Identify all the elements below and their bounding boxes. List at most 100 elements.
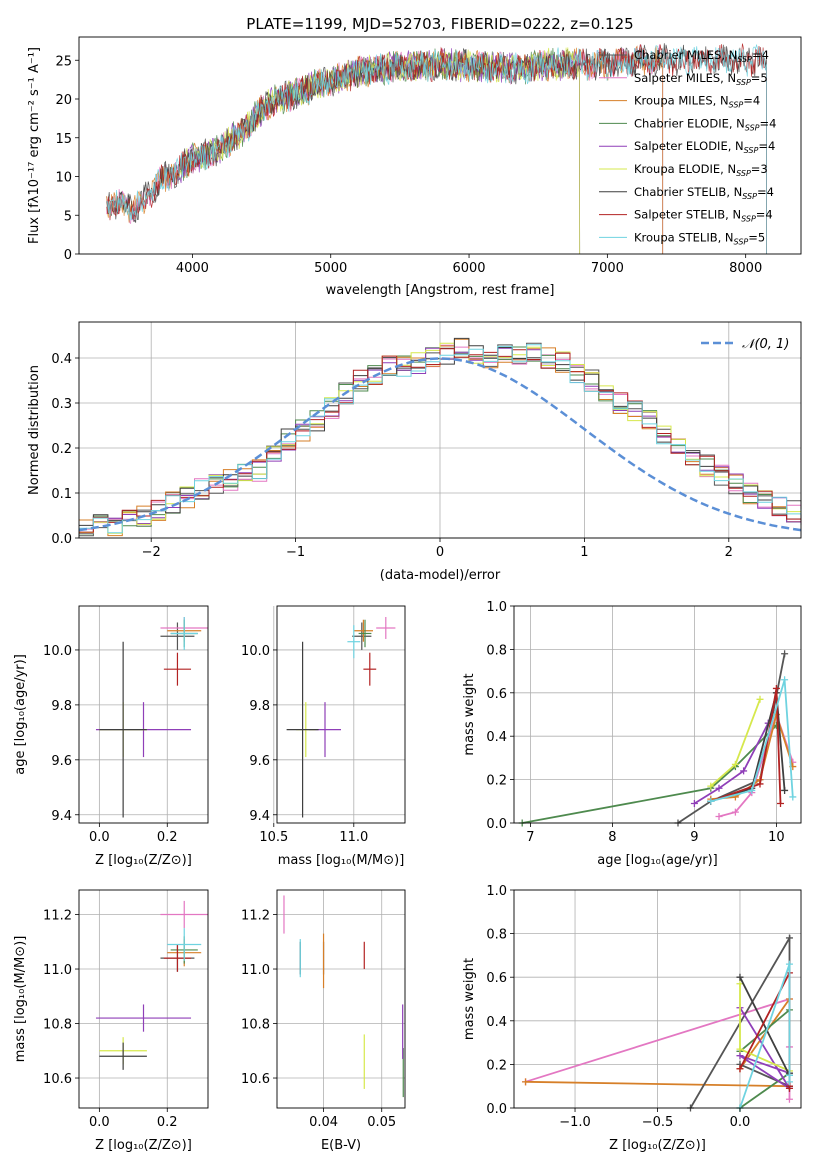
axes-frame: [78, 605, 209, 824]
weight-marker: [781, 786, 789, 794]
x-axis-label: Z [log₁₀(Z/Z⊙)]: [95, 853, 192, 868]
weight-marker: [756, 695, 764, 703]
y-tick-label: 0.0: [51, 532, 72, 547]
y-tick-label: 9.4: [249, 809, 270, 824]
y-axis-label: mass weight: [462, 958, 477, 1040]
x-tick-label: 0.0: [89, 1115, 110, 1130]
y-tick-label: 0.2: [486, 1058, 507, 1073]
x-tick-label: 2: [725, 545, 733, 560]
y-tick-label: 11.0: [241, 963, 270, 978]
y-tick-label: 0.0: [486, 817, 507, 832]
x-tick-label: 0.0: [89, 830, 110, 845]
y-axis-label: mass [log₁₀(M/M⊙)]: [13, 936, 28, 1063]
panel-age-vs-mass: 10.5 11.0 9.4 9.6 9.8 10.0 mass [log₁₀(M/M⊙)]: [241, 605, 406, 868]
weight-marker: [785, 1071, 793, 1079]
x-tick-label: 11.0: [339, 830, 368, 845]
weight-marker: [736, 1065, 744, 1073]
y-tick-label: 0.2: [486, 774, 507, 789]
y-tick-label: 0.4: [486, 1015, 507, 1030]
x-axis-label: mass [log₁₀(M/M⊙)]: [278, 853, 405, 868]
y-tick-label: 9.8: [249, 699, 270, 714]
y-tick-label: 10.8: [241, 1018, 270, 1033]
histogram-step: [79, 344, 802, 534]
weight-line: [693, 722, 769, 805]
legend-entry: Salpeter STELIB, NSSP=4: [634, 208, 773, 224]
panel-mass-vs-z: 0.0 0.2 10.6 10.8 11.0 11.2 Z [log₁₀(Z/Z⊙)] mas…: [13, 889, 209, 1153]
plot-area-residuals: [78, 337, 802, 537]
y-tick-label: 9.6: [249, 754, 270, 769]
weight-marker: [707, 782, 715, 790]
errorbar-point: [167, 928, 202, 961]
plot-area-spectrum: [106, 43, 767, 255]
y-tick-label: 9.8: [51, 699, 72, 714]
x-tick-label: 0.0: [730, 1115, 751, 1130]
x-tick-label: 6000: [452, 261, 485, 276]
plot-area-mass-vs-z: [95, 900, 208, 1070]
x-tick-label: 0.04: [309, 1115, 338, 1130]
y-tick-label: 0.6: [486, 687, 507, 702]
weight-marker: [781, 676, 789, 684]
weight-marker: [772, 684, 780, 692]
x-tick-label: 8: [608, 830, 616, 845]
axes-frame: [78, 36, 802, 255]
legend-entry: Chabrier ELODIE, NSSP=4: [634, 116, 776, 132]
x-tick-label: 4000: [176, 261, 209, 276]
y-tick-label: 11.0: [43, 963, 72, 978]
y-tick-label: 10.8: [43, 1018, 72, 1033]
x-tick-label: −2: [142, 545, 161, 560]
weight-line: [710, 698, 761, 787]
plot-area-weight-vs-age: [518, 650, 797, 827]
weight-marker: [777, 799, 784, 807]
legend-entry: Chabrier STELIB, NSSP=4: [634, 185, 774, 201]
errorbar-point: [99, 641, 147, 818]
y-axis-label: mass weight: [462, 673, 477, 755]
gaussian-curve: [78, 357, 802, 532]
weight-marker: [785, 1078, 793, 1086]
axes-frame: [276, 605, 406, 824]
y-tick-label: 1.0: [486, 884, 507, 899]
axes-frame: [276, 889, 406, 1109]
weight-marker: [781, 650, 789, 658]
y-tick-label: 5: [64, 209, 72, 224]
weight-marker: [736, 1052, 744, 1060]
errorbar-point: [160, 900, 208, 929]
y-tick-label: 0.6: [486, 971, 507, 986]
figure-title: PLATE=1199, MJD=52703, FIBERID=0222, z=0…: [246, 15, 633, 33]
legend-entry: Salpeter MILES, NSSP=5: [634, 71, 768, 87]
errorbar-point: [163, 652, 192, 686]
legend-entry: Kroupa ELODIE, NSSP=3: [634, 162, 768, 178]
plot-area-age-vs-mass: [286, 616, 396, 818]
legend-entry: Chabrier MILES, NSSP=4: [634, 48, 769, 64]
spectrum-line: [106, 44, 767, 254]
y-tick-label: 15: [55, 132, 72, 147]
weight-marker: [756, 780, 764, 788]
errorbar-point: [99, 1042, 147, 1070]
weight-marker: [736, 1045, 744, 1053]
panel-residuals: −2 −1 0 1 2 0.0 0.1 0.2 0.3 0.4 (data-model)/error…: [27, 321, 802, 583]
weight-line: [710, 679, 794, 803]
panel-mass-vs-ebv: 0.04 0.05 10.6 10.8 11.0 11.2 E(B-V): [241, 889, 406, 1153]
x-tick-label: −1: [286, 545, 305, 560]
axes-frame: [513, 889, 802, 1109]
y-tick-label: 0: [64, 248, 72, 263]
weight-marker: [740, 767, 748, 775]
axes-frame: [78, 321, 802, 539]
panel-weight-vs-z: −1.0 −0.5 0.0 0.0 0.2 0.4 0.6 0.8 1.0 Z [log₁₀(Z/…: [462, 884, 802, 1153]
y-tick-label: 10.6: [241, 1072, 270, 1087]
weight-marker: [731, 808, 739, 816]
weight-marker: [731, 760, 739, 768]
y-axis-label: Flux [fλ10⁻¹⁷ erg cm⁻² s⁻¹ A⁻¹]: [27, 47, 42, 244]
errorbar-point: [376, 616, 396, 639]
errorbar-point: [347, 625, 361, 659]
x-tick-label: 0.2: [157, 1115, 178, 1130]
y-tick-label: 0.4: [486, 730, 507, 745]
weight-marker: [736, 973, 744, 981]
weight-marker: [785, 960, 793, 968]
axes-frame: [513, 605, 802, 824]
y-tick-label: 9.4: [51, 809, 72, 824]
plot-area-weight-vs-z: [522, 934, 793, 1112]
errorbar-point: [286, 641, 319, 818]
y-axis-label: Normed distribution: [27, 365, 42, 495]
x-tick-label: 8000: [729, 261, 762, 276]
